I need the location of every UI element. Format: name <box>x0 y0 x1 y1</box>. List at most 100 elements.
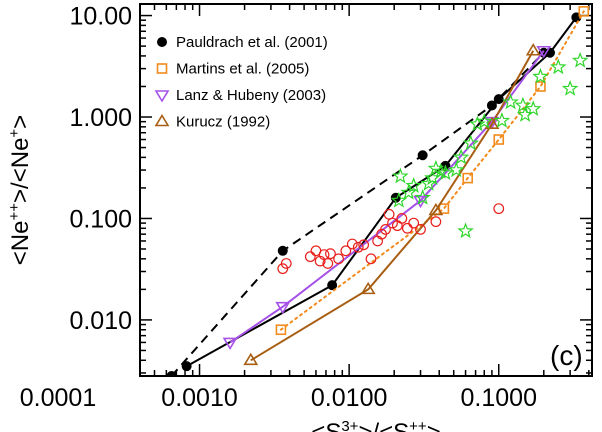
data-point <box>275 324 287 336</box>
data-point <box>390 191 408 208</box>
data-point <box>360 281 376 295</box>
data-point <box>275 301 291 315</box>
x-label-sym: S <box>325 419 341 432</box>
data-point <box>280 258 292 269</box>
x-tick-label: 0.0001 <box>20 384 96 412</box>
x-label-lt: < <box>311 419 325 432</box>
legend-label: Lanz & Hubeny (2003) <box>176 87 326 104</box>
data-point <box>243 352 259 366</box>
y-label-mid: >/< <box>7 168 34 203</box>
legend-label: Martins et al. (2005) <box>176 61 309 78</box>
y-tick-label: 0.100 <box>69 205 132 233</box>
series-6 <box>390 51 589 239</box>
data-point <box>322 258 334 269</box>
data-point <box>561 80 579 96</box>
y-label-gt: > <box>7 115 34 129</box>
panel-label: (c) <box>550 340 583 371</box>
legend-label: Pauldrach et al. (2001) <box>176 34 328 51</box>
legend-marker <box>154 90 170 103</box>
data-point <box>514 96 532 113</box>
legend-label: Kurucz (1992) <box>176 114 270 131</box>
x-axis-label: <S3+>/<S++> <box>311 418 440 432</box>
x-tick-label: 0.1000 <box>461 384 537 412</box>
data-point <box>469 115 486 132</box>
data-point <box>181 361 192 372</box>
data-point <box>325 248 336 260</box>
data-point <box>571 51 589 68</box>
data-point <box>400 183 417 200</box>
data-point <box>383 208 395 220</box>
tick-labels: 0.0001 0.0010 0.0100 0.1000 0.010 0.100 1.000 1… <box>20 3 537 412</box>
data-point <box>346 238 358 250</box>
data-point <box>438 203 450 214</box>
y-axis-label: <Ne++>/<Ne+> <box>6 115 34 265</box>
data-point <box>457 222 474 239</box>
data-point <box>532 67 549 84</box>
data-point <box>536 45 552 59</box>
data-point <box>484 116 500 129</box>
x-label-sup2: ++ <box>409 418 427 432</box>
data-point <box>408 217 420 229</box>
legend: Pauldrach et al. (2001) Martins et al. (2… <box>154 34 328 131</box>
data-point <box>430 216 442 228</box>
data-point <box>493 111 511 128</box>
data-point <box>493 203 505 215</box>
data-point <box>380 224 391 235</box>
data-point <box>486 100 497 111</box>
x-label-gt: > <box>427 419 441 432</box>
y-tick-label: 10.00 <box>69 3 132 31</box>
data-point <box>417 150 428 161</box>
data-point <box>318 249 330 261</box>
data-point <box>277 245 288 256</box>
data-point <box>428 202 444 216</box>
x-label-sym2: S <box>393 419 409 432</box>
data-point <box>405 177 422 193</box>
data-point <box>432 162 450 179</box>
x-tick-label: 0.0100 <box>311 384 387 412</box>
data-point <box>333 253 344 265</box>
data-point <box>401 222 413 234</box>
data-point <box>549 58 567 75</box>
data-point <box>396 213 408 224</box>
data-point <box>340 245 352 257</box>
data-point <box>327 280 338 291</box>
axis-ticks <box>139 4 592 376</box>
series-5 <box>277 203 505 275</box>
x-label-sup: 3+ <box>341 418 358 432</box>
data-point <box>437 164 454 181</box>
data-point <box>447 161 465 178</box>
data-point <box>475 112 493 129</box>
y-tick-label: 1.000 <box>69 104 132 132</box>
data-point <box>452 148 470 165</box>
series-layer <box>166 6 590 376</box>
x-label-mid: >/< <box>358 419 393 432</box>
data-point <box>222 337 238 350</box>
data-point <box>493 134 505 145</box>
data-point <box>352 241 364 253</box>
y-label-sup: ++ <box>6 203 23 221</box>
data-point <box>525 43 541 56</box>
y-label-lt: < <box>7 251 34 265</box>
data-point <box>392 167 409 184</box>
data-point <box>304 251 316 263</box>
legend-marker <box>156 63 168 74</box>
plot-frame <box>139 3 593 377</box>
y-label-sup2: + <box>6 129 23 138</box>
data-point <box>365 253 377 265</box>
data-point <box>358 239 370 251</box>
y-label-sym2: Ne <box>7 138 34 169</box>
data-point <box>462 172 473 184</box>
data-point <box>414 189 431 205</box>
legend-marker <box>154 113 170 127</box>
series-1 <box>166 47 549 376</box>
legend-marker <box>157 37 167 47</box>
x-tick-label: 0.0010 <box>161 384 237 412</box>
data-point <box>524 100 542 117</box>
data-point <box>462 134 480 151</box>
y-tick-label: 0.010 <box>69 307 132 335</box>
data-point <box>415 224 426 235</box>
data-point <box>502 93 519 110</box>
data-point <box>578 6 590 17</box>
y-label-sym: Ne <box>7 221 34 252</box>
